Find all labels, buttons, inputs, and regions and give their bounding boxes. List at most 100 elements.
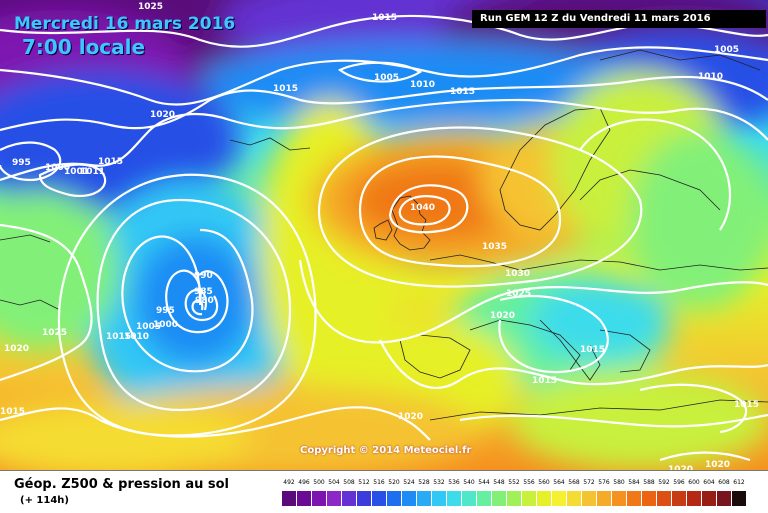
pressure-label: 1015 [0,407,25,417]
legend-label: 524 [403,479,415,486]
pressure-label: 1015 [734,400,759,410]
legend-label: 540 [463,479,475,486]
legend-label: 604 [703,479,715,486]
legend-label: 608 [718,479,730,486]
geopotential-shading [0,0,768,470]
legend-swatch [402,491,416,506]
map-footer: Géop. Z500 & pression au sol (+ 114h) 49… [0,470,768,513]
legend-swatch [432,491,446,506]
pressure-label: 1020 [4,344,29,354]
legend-label: 548 [493,479,505,486]
legend-label: 612 [733,479,745,486]
legend-swatch [342,491,356,506]
legend-label: 600 [688,479,700,486]
legend-label: 508 [343,479,355,486]
legend-swatch [687,491,701,506]
legend-label: 564 [553,479,565,486]
legend-swatch [537,491,551,506]
pressure-label: 1025 [138,2,163,12]
legend-swatch [492,491,506,506]
pressure-label: 1001 [64,167,89,177]
pressure-label: 1000 [153,320,178,330]
pressure-label: 985 [194,287,213,297]
legend-label: 576 [598,479,610,486]
legend-swatch [297,491,311,506]
pressure-label: 1015 [450,87,475,97]
pressure-label: 1010 [410,80,435,90]
legend-swatch [507,491,521,506]
legend-swatch [612,491,626,506]
legend-swatch [312,491,326,506]
legend-label: 556 [523,479,535,486]
legend-label: 568 [568,479,580,486]
legend-label: 500 [313,479,325,486]
legend-label: 492 [283,479,295,486]
legend-swatch [597,491,611,506]
pressure-label: 1035 [482,242,507,252]
pressure-label: 1015 [106,332,131,342]
legend-swatch [642,491,656,506]
legend-swatch [357,491,371,506]
map-canvas: 1025 1015 1005 1005 1010 1015 1020 1015 … [0,0,768,470]
legend-label: 596 [673,479,685,486]
pressure-label: 1020 [490,311,515,321]
legend-label: 516 [373,479,385,486]
isobars [0,14,768,462]
pressure-label: 1005 [374,73,399,83]
legend-swatch [702,491,716,506]
legend-swatch [282,491,296,506]
legend-label: 588 [643,479,655,486]
pressure-label: 995 [12,158,31,168]
legend-label: 592 [658,479,670,486]
legend-swatch [372,491,386,506]
legend-swatch [582,491,596,506]
legend-label: 560 [538,479,550,486]
pressure-label: 1015 [580,345,605,355]
legend-label: 520 [388,479,400,486]
pressure-label: 995 [156,306,175,316]
legend-swatch [672,491,686,506]
legend-swatch [477,491,491,506]
legend-label: 552 [508,479,520,486]
legend-swatch [447,491,461,506]
pressure-label: 980 [195,296,214,306]
legend-swatch [552,491,566,506]
pressure-label: 990 [194,271,213,281]
pressure-label: 1015 [532,376,557,386]
legend-label: 512 [358,479,370,486]
legend-swatch [387,491,401,506]
model-run-info: Run GEM 12 Z du Vendredi 11 mars 2016 [472,10,766,28]
legend-label: 532 [433,479,445,486]
legend-swatch [732,491,746,506]
pressure-label: 1011 [80,167,105,177]
copyright-text: Copyright © 2014 Meteociel.fr [300,445,472,456]
legend-label: 536 [448,479,460,486]
pressure-label: 1020 [398,412,423,422]
forecast-date: Mercredi 16 mars 2016 [14,14,236,34]
pressure-label: 1005 [136,322,161,332]
legend-label: 496 [298,479,310,486]
legend-swatch [462,491,476,506]
legend-label: 584 [628,479,640,486]
pressure-label: 1025 [42,328,67,338]
legend-swatch [657,491,671,506]
pressure-label: 1040 [410,203,435,213]
coastlines [0,49,768,421]
pressure-label: 1000 [45,163,70,173]
pressure-labels: 1025 1015 1005 1005 1010 1015 1020 1015 … [0,2,759,470]
legend-label: 580 [613,479,625,486]
legend-swatch [717,491,731,506]
forecast-time: 7:00 locale [22,35,146,59]
pressure-label: 1025 [506,289,531,299]
pressure-label: 1020 [705,460,730,470]
pressure-label: 1015 [273,84,298,94]
legend-label: 528 [418,479,430,486]
legend-swatch [522,491,536,506]
legend-swatch [627,491,641,506]
map-title: Géop. Z500 & pression au sol [14,477,229,492]
legend-label: 504 [328,479,340,486]
pressure-label: 1015 [98,157,123,167]
pressure-label: 1010 [124,332,149,342]
legend-swatch [417,491,431,506]
legend-label: 544 [478,479,490,486]
